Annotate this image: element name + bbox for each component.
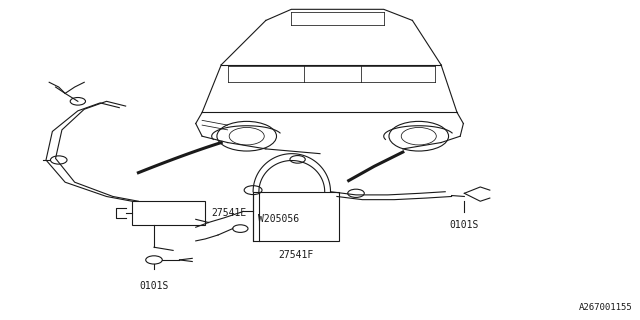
Text: 0101S: 0101S bbox=[450, 220, 479, 230]
Text: 27541E: 27541E bbox=[212, 208, 247, 218]
Bar bbox=[132, 201, 205, 225]
Text: 0101S: 0101S bbox=[140, 281, 169, 291]
Text: 27541F: 27541F bbox=[278, 250, 314, 260]
Text: A267001155: A267001155 bbox=[579, 303, 632, 312]
Bar bbox=[253, 192, 339, 241]
Text: W205056: W205056 bbox=[258, 214, 300, 224]
